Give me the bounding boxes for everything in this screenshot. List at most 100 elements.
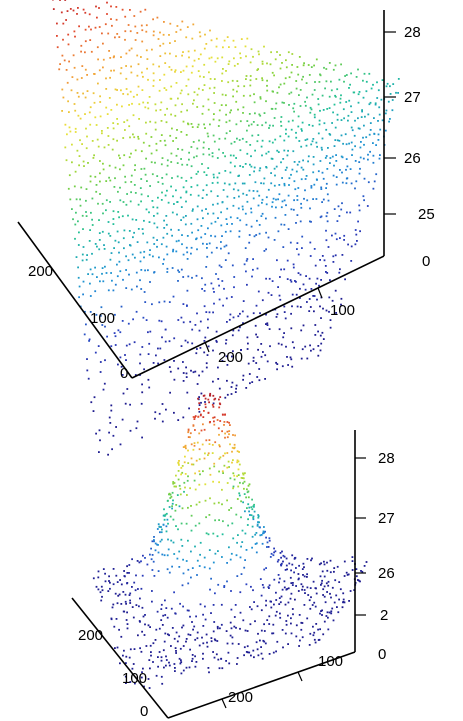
plot-top-point-564 [190, 123, 193, 125]
plot-bottom-point-137 [189, 436, 191, 439]
plot-bottom-point-676 [223, 585, 226, 587]
plot-top-point-517 [264, 121, 267, 124]
plot-top-point-1246 [255, 234, 258, 236]
plot-top-point-296 [374, 102, 377, 105]
plot-bottom-point-464 [255, 542, 258, 545]
plot-top-point-272 [236, 80, 239, 82]
plot-top-point-1169 [98, 232, 101, 234]
plot-top-point-1378 [356, 240, 358, 242]
plot-bottom-point-708 [311, 604, 314, 606]
plot-top-point-383 [185, 85, 188, 87]
plot-bottom-point-581 [216, 535, 219, 538]
plot-bottom-point-16 [232, 485, 235, 488]
plot-top-point-220 [284, 77, 287, 80]
plot-top-point-276 [261, 77, 263, 80]
plot-top-point-790 [123, 154, 126, 157]
plot-top-point-1782 [198, 404, 201, 406]
plot-top-point-1508 [294, 280, 296, 282]
plot-bottom-point-411 [172, 518, 175, 521]
plot-top-point-691 [233, 141, 236, 143]
plot-top-point-663 [85, 127, 87, 130]
plot-top-point-386 [201, 89, 204, 91]
plot-bottom-point-911 [256, 648, 259, 651]
plot-top-point-111 [349, 83, 351, 86]
plot-top-point-307 [97, 58, 99, 61]
plot-bottom-point-889 [165, 664, 167, 667]
plot-top-point-363 [73, 66, 76, 69]
plot-top-point-1408 [334, 254, 337, 257]
plot-top-point-58 [392, 83, 395, 85]
plot-top-point-1794 [177, 419, 180, 421]
plot-bottom-point-417 [198, 448, 201, 451]
plot-top-point-1147 [244, 212, 247, 215]
plot-top-point-1462 [121, 320, 124, 322]
plot-bottom-point-907 [217, 658, 220, 661]
plot-top-point-1301 [89, 268, 92, 271]
plot-top-point-1412 [89, 295, 92, 297]
plot-top-point-906 [124, 175, 126, 178]
plot-bottom-point-4 [171, 507, 173, 510]
plot-top-point-485 [86, 90, 89, 92]
plot-top-point-37 [270, 51, 272, 54]
plot-top-point-1457 [332, 261, 335, 263]
plot-top-point-1323 [196, 248, 198, 251]
plot-bottom-point-509 [320, 584, 322, 586]
plot-bottom-point-578 [205, 532, 208, 535]
plot-top-point-1416 [140, 288, 143, 290]
plot-bottom-point-570 [138, 605, 140, 608]
plot-bottom-point-274 [168, 492, 171, 495]
plot-top-point-376 [147, 78, 149, 81]
plot-top-point-103 [302, 64, 305, 67]
plot-top-point-450 [225, 104, 227, 107]
plot-top-point-473 [351, 129, 354, 132]
plot-top-point-762 [293, 161, 296, 163]
plot-top-point-1466 [158, 301, 161, 304]
plot-top-point-1813 [317, 354, 320, 357]
plot-bottom-point-203 [178, 464, 180, 466]
plot-top-point-1260 [96, 245, 98, 248]
plot-bottom-point-430 [277, 574, 280, 576]
plot-bottom-x-tick-100 [297, 671, 303, 682]
plot-top-point-690 [230, 142, 233, 145]
plot-top-point-345 [309, 106, 312, 109]
plot-top-point-391 [232, 95, 234, 98]
plot-top-point-298 [385, 109, 388, 112]
plot-top-point-1443 [201, 288, 203, 290]
plot-top-point-1021 [151, 200, 154, 202]
plot-bottom-point-461 [240, 516, 242, 519]
plot-top-point-187 [94, 26, 97, 29]
plot-top-point-1305 [109, 258, 112, 261]
plot-top-point-800 [175, 154, 178, 157]
plot-top-point-1127 [148, 211, 150, 214]
plot-top-point-29 [223, 39, 226, 42]
plot-top-point-904 [114, 177, 116, 180]
plot-top-point-334 [249, 84, 252, 87]
plot-top-point-836 [65, 159, 68, 162]
plot-bottom-point-84 [248, 506, 251, 509]
plot-top-point-641 [283, 139, 286, 142]
plot-top-point-1444 [204, 283, 207, 286]
plot-top-point-1294 [325, 229, 327, 232]
plot-bottom-point-860 [284, 632, 287, 635]
plot-top-point-775 [359, 156, 362, 159]
plot-bottom-point-493 [221, 488, 223, 491]
plot-top-point-807 [211, 155, 214, 158]
plot-bottom-point-709 [324, 601, 327, 604]
plot-top-point-540 [62, 96, 65, 99]
plot-bottom-point-223 [285, 564, 288, 567]
plot-bottom-point-140 [203, 410, 205, 412]
plot-top-point-819 [275, 165, 278, 168]
plot-bottom-point-749 [154, 639, 157, 641]
plot-top-point-733 [137, 137, 140, 140]
plot-top-point-839 [82, 160, 85, 163]
plot-top-point-1701 [124, 402, 127, 405]
plot-bottom-point-192 [336, 565, 339, 568]
plot-bottom-point-776 [263, 623, 265, 626]
plot-bottom-point-853 [312, 625, 314, 628]
plot-bottom-point-408 [151, 569, 154, 571]
plot-bottom-point-732 [204, 618, 207, 621]
plot-bottom-point-17 [238, 494, 241, 497]
plot-bottom-point-905 [188, 666, 191, 669]
plot-bottom-point-520 [185, 522, 188, 525]
plot-bottom-point-945 [298, 645, 300, 647]
